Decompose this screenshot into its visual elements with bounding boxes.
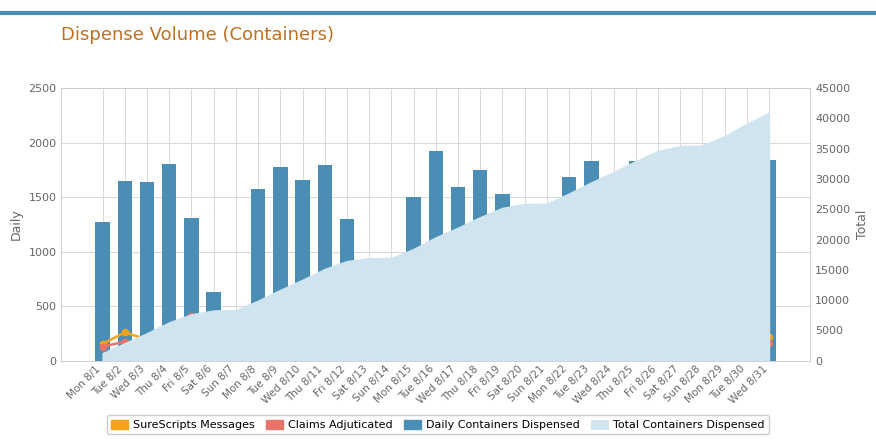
Bar [696,350,710,361]
Bar [717,193,731,361]
Y-axis label: Daily: Daily [10,209,23,240]
Bar [184,218,199,361]
Bar [473,170,487,361]
Bar [762,160,776,361]
Bar [495,194,510,361]
Bar [451,187,465,361]
Bar [540,353,555,361]
Bar [584,161,598,361]
Bar [606,179,621,361]
Bar [117,181,132,361]
Bar [229,356,244,361]
Bar [673,275,688,361]
Bar [385,359,399,361]
Bar [562,177,576,361]
Bar [140,182,154,361]
Bar [362,309,377,361]
Bar [317,165,332,361]
Bar [518,293,532,361]
Bar [406,197,420,361]
Bar [95,222,110,361]
Bar [340,220,354,361]
Legend: SureScripts Messages, Claims Adjuticated, Daily Containers Dispensed, Total Cont: SureScripts Messages, Claims Adjuticated… [107,415,769,434]
Bar [273,167,287,361]
Bar [295,180,310,361]
Bar [207,292,221,361]
Bar [628,161,643,361]
Bar [739,138,754,361]
Bar [651,179,665,361]
Text: Dispense Volume (Containers): Dispense Volume (Containers) [61,26,335,44]
Bar [428,151,443,361]
Y-axis label: Total: Total [856,210,869,239]
Bar [251,189,265,361]
Bar [162,165,176,361]
